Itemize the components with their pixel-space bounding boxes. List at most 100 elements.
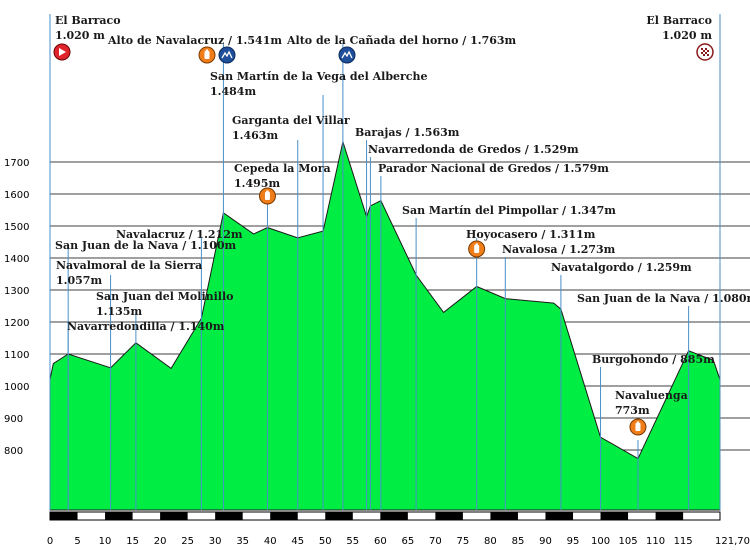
waypoint-label-line: Navarredonda de Gredos / 1.529m [368,143,579,156]
x-tick-label: 55 [346,536,359,547]
waypoint-label: El Barraco 1.020 m [646,14,712,42]
waypoint-label-line: Navatalgordo / 1.259m [551,261,692,274]
waypoint-label-line: Parador Nacional de Gredos / 1.579m [378,162,609,175]
x-tick-label: 110 [646,536,665,547]
waypoint-label: San Juan de la Nava / 1.100m [55,239,237,252]
waypoint-label-line: Alto de la Cañada del horno / 1.763m [286,34,517,47]
y-axis: 800 900 1000 1100 1200 1300 1400 1500 1600 1700 [4,158,29,457]
waypoint-label: Navatalgordo / 1.259m [551,261,692,274]
x-tick-label: 50 [319,536,332,547]
x-tick-label: 35 [236,536,249,547]
mountain-climb-icon [338,46,356,64]
waypoint-label-line: Garganta del Villar [232,114,350,127]
y-tick-label: 1100 [4,350,29,361]
x-axis: 0 5 10 15 20 25 30 35 40 45 50 55 60 65 70 75 80 85 90 95 10… [47,511,750,547]
waypoint-label: Garganta del Villar 1.463m [232,114,350,142]
waypoint-label-line: 1.495m [234,177,280,190]
x-tick-label: 15 [126,536,139,547]
waypoint-label: Navalmoral de la Sierra 1.057m [56,259,202,287]
y-tick-label: 800 [4,446,23,457]
waypoint-label-line: San Martín del Pimpollar / 1.347m [402,204,616,217]
y-tick-label: 900 [4,414,23,425]
waypoint-label-line: 1.020 m [662,29,712,42]
waypoint-label-line: 1.463m [232,129,278,142]
x-axis-segment [160,512,188,520]
waypoint-leaders [49,14,721,510]
waypoint-label-line: San Martín de la Vega del Alberche [210,70,428,83]
y-tick-label: 1700 [4,158,29,169]
waypoint-label: Navarredonda de Gredos / 1.529m [368,143,579,156]
waypoint-label: Barajas / 1.563m [355,126,460,139]
x-tick-label: 115 [674,536,693,547]
x-tick-label: 60 [374,536,387,547]
waypoint-label: Navalacruz / 1.212m [116,228,243,241]
waypoint-label-line: 1.020 m [55,29,105,42]
waypoint-label-line: 1.135m [96,305,142,318]
y-tick-label: 1000 [4,382,29,393]
x-axis-segment [270,512,298,520]
water-bottle-icon [468,240,486,258]
finish-flag-icon [696,43,714,61]
waypoint-label: San Martín del Pimpollar / 1.347m [402,204,616,217]
waypoint-label-line: Alto de Navalacruz / 1.541m [107,34,282,47]
waypoint-label-line: El Barraco [55,14,121,27]
waypoint-label-line: El Barraco [646,14,712,27]
x-tick-label: 10 [99,536,112,547]
waypoint-label-line: Navalosa / 1.273m [502,243,616,256]
waypoint-label: Alto de Navalacruz / 1.541m [107,34,282,47]
water-bottle-icon [198,46,216,64]
x-tick-label: 100 [591,536,610,547]
x-axis-segment [380,512,408,520]
waypoint-label: Navarredondilla / 1.140m [67,320,225,333]
x-axis-segment [655,512,684,520]
x-tick-label: 70 [429,536,442,547]
x-tick-label: 121,70 [715,536,750,547]
waypoint-label: Parador Nacional de Gredos / 1.579m [378,162,609,175]
x-axis-segment [545,512,574,520]
waypoint-label-line: 1.057m [56,274,102,287]
x-axis-segment [325,512,353,520]
waypoint-label-line: 773m [615,404,650,417]
waypoint-label-line: Navalacruz / 1.212m [116,228,243,241]
profile-area [49,139,721,511]
waypoint-label: Burgohondo / 885m [592,353,715,366]
x-tick-label: 80 [484,536,497,547]
profile-fill [49,139,721,511]
x-tick-label: 25 [181,536,194,547]
x-tick-label: 85 [512,536,525,547]
waypoint-label-line: Hoyocasero / 1.311m [466,228,596,241]
x-tick-label: 75 [457,536,470,547]
x-tick-label: 40 [264,536,277,547]
waypoint-label-line: San Juan de la Nava / 1.100m [55,239,237,252]
x-tick-label: 5 [74,536,80,547]
waypoint-labels: El Barraco 1.020 m San Juan de la Nava / 1… [55,14,750,417]
x-tick-label: 105 [619,536,638,547]
waypoint-label: El Barraco 1.020 m [55,14,121,42]
waypoint-label-line: Cepeda la Mora [234,162,331,175]
start-icon [53,43,71,61]
waypoint-label-line: San Juan del Molinillo [96,290,234,303]
waypoint-label: San Juan del Molinillo 1.135m [96,290,234,318]
y-tick-label: 1600 [4,190,29,201]
waypoint-label-line: Navaluenga [615,389,688,402]
waypoint-label: Navalosa / 1.273m [502,243,616,256]
mountain-climb-icon [218,46,236,64]
water-bottle-icon [629,418,647,436]
waypoint-label: Navaluenga 773m [615,389,688,417]
x-axis-segment [105,512,133,520]
x-tick-label: 30 [209,536,222,547]
x-tick-label: 45 [291,536,304,547]
x-axis-segment [490,512,518,520]
waypoint-label-line: Navarredondilla / 1.140m [67,320,225,333]
y-tick-label: 1400 [4,254,29,265]
y-tick-label: 1300 [4,286,29,297]
y-tick-label: 1500 [4,222,29,233]
x-tick-label: 20 [154,536,167,547]
waypoint-label-line: San Juan de la Nava / 1.080m [577,292,750,305]
waypoint-label-line: Burgohondo / 885m [592,353,715,366]
x-tick-label: 95 [567,536,580,547]
waypoint-label: San Martín de la Vega del Alberche 1.484m [210,70,428,98]
waypoint-label: San Juan de la Nava / 1.080m [577,292,750,305]
x-tick-label: 90 [539,536,552,547]
